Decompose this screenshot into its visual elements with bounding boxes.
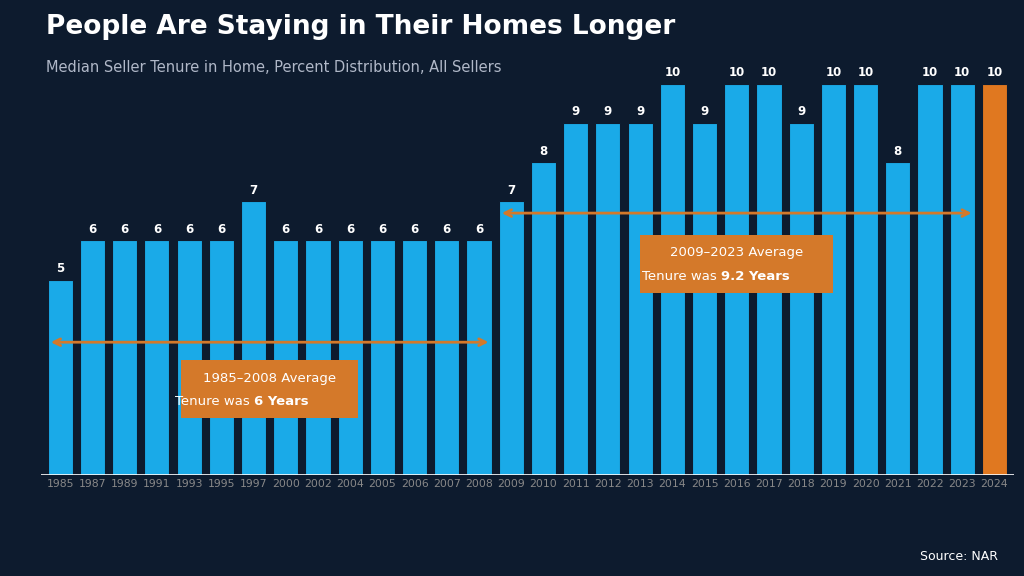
Bar [918,84,942,475]
Bar [659,84,685,475]
Bar [724,84,750,475]
Text: 6: 6 [442,223,451,236]
Bar [273,241,298,475]
Text: Source: NAR: Source: NAR [921,550,998,563]
Bar [370,241,395,475]
Bar [563,123,588,475]
Text: 10: 10 [986,66,1002,79]
Text: 9: 9 [571,105,580,119]
Bar [467,241,492,475]
Text: 1985–2008 Average: 1985–2008 Average [203,372,336,385]
Text: 7: 7 [507,184,515,196]
Text: 10: 10 [825,66,842,79]
Text: 10: 10 [761,66,777,79]
Text: 6: 6 [121,223,129,236]
Bar [949,84,975,475]
Bar [530,162,556,475]
Text: Tenure was: Tenure was [174,395,254,408]
Bar [628,123,652,475]
Text: 9.2 Years: 9.2 Years [721,270,790,283]
Text: 9: 9 [797,105,805,119]
FancyBboxPatch shape [640,234,834,293]
Text: 6 Years: 6 Years [254,395,308,408]
Text: 10: 10 [857,66,873,79]
Bar [305,241,331,475]
Text: 6: 6 [346,223,354,236]
FancyBboxPatch shape [181,360,358,419]
Bar [499,202,524,475]
Bar [595,123,621,475]
Bar [757,84,781,475]
Bar [402,241,427,475]
Bar [434,241,460,475]
Text: 7: 7 [250,184,258,196]
Text: People Are Staying in Their Homes Longer: People Are Staying in Their Homes Longer [46,14,676,40]
Text: 10: 10 [665,66,680,79]
Bar [982,84,1007,475]
Bar [113,241,137,475]
Text: 8: 8 [894,145,902,158]
Text: 9: 9 [636,105,644,119]
Bar [692,123,717,475]
Text: 6: 6 [378,223,386,236]
Text: 6: 6 [217,223,225,236]
Text: 6: 6 [88,223,96,236]
Bar [80,241,105,475]
Text: 10: 10 [729,66,744,79]
Bar [885,162,910,475]
Text: 9: 9 [700,105,709,119]
Bar [176,241,202,475]
Text: 6: 6 [153,223,161,236]
Bar [48,279,73,475]
Bar [209,241,233,475]
Bar [241,202,266,475]
Text: 6: 6 [314,223,323,236]
Bar [338,241,362,475]
Text: 6: 6 [185,223,194,236]
Bar [144,241,170,475]
Text: 5: 5 [56,262,65,275]
Text: 8: 8 [540,145,548,158]
Text: 6: 6 [282,223,290,236]
Text: Tenure was: Tenure was [642,270,721,283]
Bar [853,84,879,475]
Text: 9: 9 [604,105,612,119]
Text: 6: 6 [411,223,419,236]
Bar [788,123,814,475]
Text: 6: 6 [475,223,483,236]
Bar [821,84,846,475]
Text: Median Seller Tenure in Home, Percent Distribution, All Sellers: Median Seller Tenure in Home, Percent Di… [46,60,502,75]
Text: 10: 10 [922,66,938,79]
Text: 10: 10 [954,66,971,79]
Text: 2009–2023 Average: 2009–2023 Average [670,247,804,260]
